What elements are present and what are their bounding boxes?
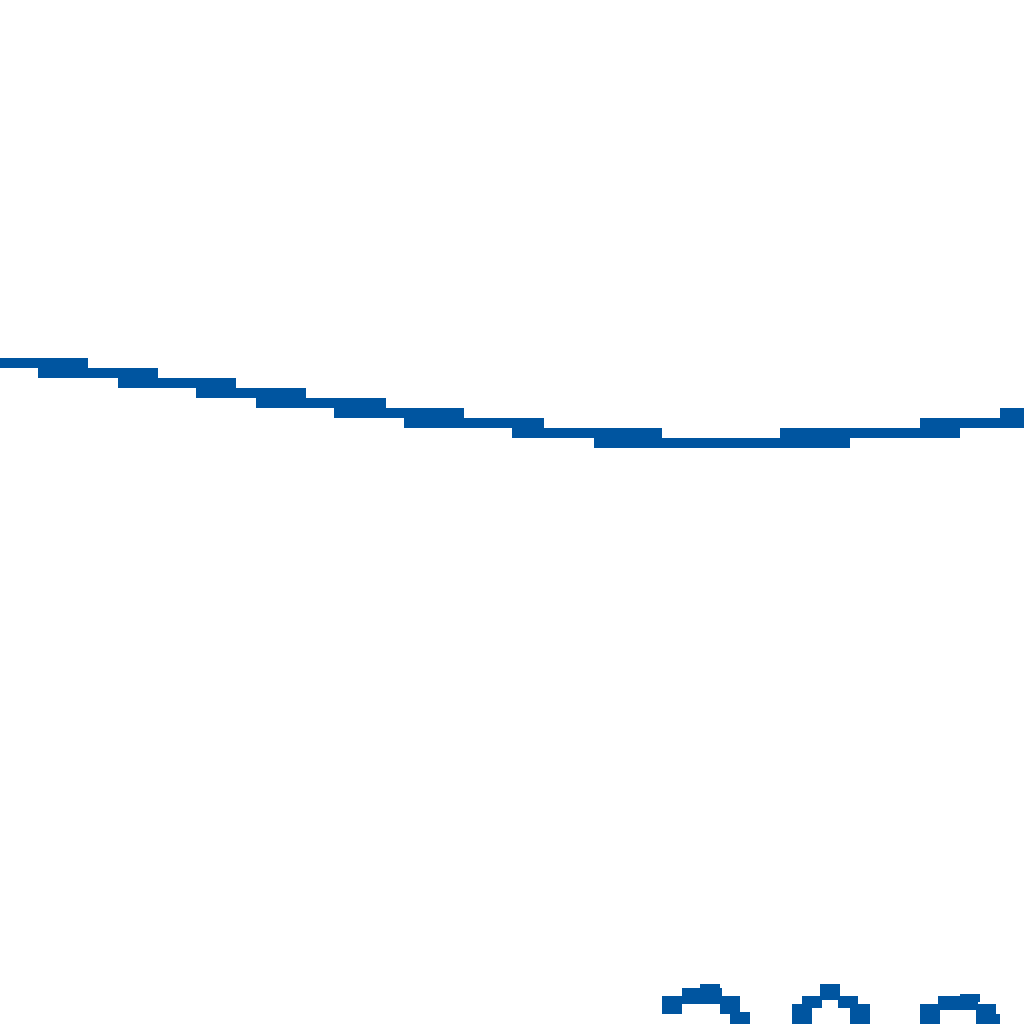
curve-segment <box>304 398 338 408</box>
curve-segment <box>780 428 850 448</box>
curve-segment <box>542 428 596 438</box>
curve-segment <box>38 358 88 378</box>
curve-segment <box>958 418 1002 428</box>
curve-segment <box>1000 408 1024 428</box>
curve-segment <box>118 368 158 388</box>
curve-segment <box>156 378 198 388</box>
arc-glyph-right <box>920 994 1000 1024</box>
curve-segment <box>512 418 544 438</box>
arc-segment <box>820 984 840 1000</box>
arc-segment <box>792 1004 812 1024</box>
arc-segment <box>662 996 682 1014</box>
arc-segment <box>986 1014 1000 1024</box>
curve-segment <box>594 428 662 448</box>
curve-segment <box>920 418 960 438</box>
arc-glyph-middle <box>792 984 870 1024</box>
arc-segment <box>682 988 722 1004</box>
arc-segment <box>960 994 980 1002</box>
curve-segment <box>196 378 236 398</box>
curve-segment <box>848 428 922 438</box>
arc-segment <box>802 996 822 1008</box>
stepped-curve <box>0 358 1024 448</box>
curve-segment <box>660 438 782 448</box>
arc-segment <box>720 996 740 1014</box>
curve-segment <box>86 368 120 378</box>
curve-segment <box>404 408 464 428</box>
curve-segment <box>234 388 258 398</box>
arc-segment <box>700 984 720 990</box>
curve-segment <box>0 358 40 368</box>
curve-segment <box>462 418 516 428</box>
curve-segment <box>256 388 306 408</box>
arc-segment <box>850 1004 870 1024</box>
arc-segment <box>730 1012 750 1024</box>
arc-segment <box>920 1004 940 1024</box>
curve-segment <box>334 398 386 418</box>
arc-glyph-left <box>662 984 750 1024</box>
curve-segment <box>384 408 406 418</box>
